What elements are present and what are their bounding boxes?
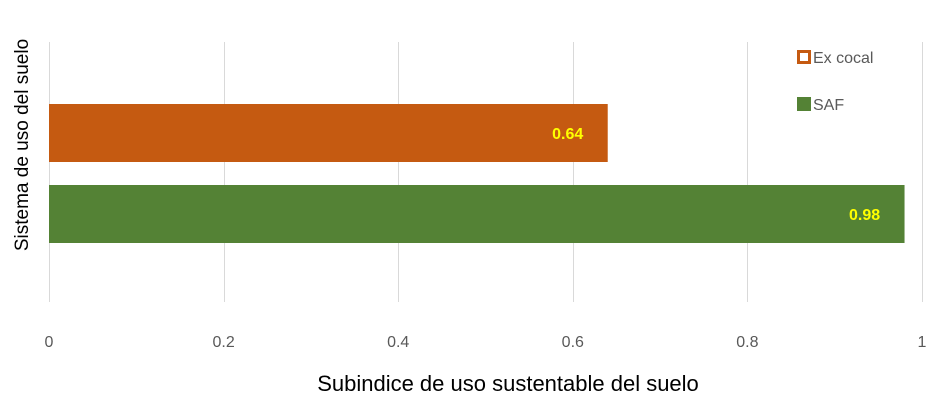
bar-ex-cocal: [49, 104, 608, 162]
gridlines: [49, 42, 923, 302]
legend-label: SAF: [813, 97, 844, 114]
x-tick-label: 0.2: [212, 334, 234, 351]
legend-label: Ex cocal: [813, 50, 873, 67]
x-tick-label: 0: [45, 334, 54, 351]
legend-swatch: [797, 97, 811, 111]
x-tick-label: 0.8: [736, 334, 758, 351]
data-label: 0.64: [552, 126, 583, 143]
data-label: 0.98: [849, 207, 880, 224]
legend: Ex cocal SAF: [797, 50, 873, 114]
x-tick-label: 0.4: [387, 334, 409, 351]
x-tick-label: 0.6: [562, 334, 584, 351]
bar-saf: [49, 185, 905, 243]
x-tick-label: 1: [918, 334, 927, 351]
data-labels: 0.64 0.98: [552, 126, 880, 224]
y-axis-title: Sistema de uso del suelo: [12, 39, 33, 251]
x-axis-tick-labels: 0 0.2 0.4 0.6 0.8 1: [45, 334, 927, 351]
bars: [49, 104, 905, 243]
x-axis-title: Subindice de uso sustentable del suelo: [317, 371, 699, 396]
legend-swatch: [797, 50, 811, 64]
